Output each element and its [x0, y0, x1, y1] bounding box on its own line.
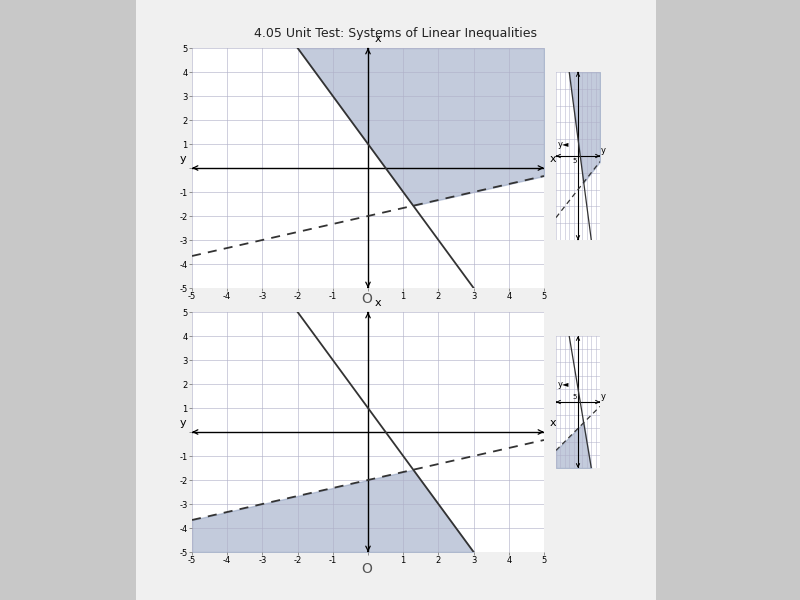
Text: y: y [180, 154, 186, 164]
Text: y: y [180, 418, 186, 428]
Text: y◄: y◄ [558, 140, 569, 149]
Text: x: x [550, 154, 556, 164]
Text: y: y [601, 392, 606, 401]
Text: 4.05 Unit Test: Systems of Linear Inequalities: 4.05 Unit Test: Systems of Linear Inequa… [254, 27, 538, 40]
Text: O: O [361, 292, 372, 306]
Text: 5: 5 [572, 158, 577, 164]
Text: y: y [601, 146, 606, 155]
Text: x: x [374, 34, 381, 44]
Text: x: x [550, 418, 556, 428]
Text: O: O [361, 562, 372, 576]
Text: x: x [374, 298, 381, 308]
Text: 5: 5 [572, 394, 577, 400]
Text: y◄: y◄ [558, 380, 569, 389]
